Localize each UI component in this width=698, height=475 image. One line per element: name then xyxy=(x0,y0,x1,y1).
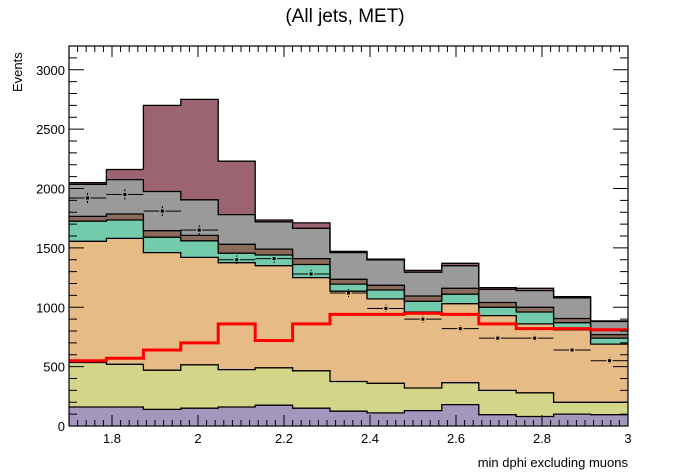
data-point xyxy=(235,258,239,262)
y-tick-label: 2500 xyxy=(36,122,65,137)
stack-outline-1 xyxy=(69,361,628,403)
data-point xyxy=(197,228,201,232)
data-point xyxy=(421,317,425,321)
signal-line xyxy=(69,311,628,363)
data-point xyxy=(384,306,388,310)
data-point xyxy=(458,327,462,331)
data-point xyxy=(309,272,313,276)
data-point xyxy=(496,336,500,340)
x-axis-label: min dphi excluding muons xyxy=(478,455,629,470)
y-tick-label: 0 xyxy=(58,419,65,434)
stack-outline-6 xyxy=(69,98,628,322)
data-point xyxy=(160,209,164,213)
y-tick-label: 2000 xyxy=(36,182,65,197)
y-tick-label: 1500 xyxy=(36,241,65,256)
y-axis-label: Events xyxy=(10,52,25,92)
plot-area: 0 500 1000 1500 2000 2500 3000 1.8 2 2.2 2.4 2.6 2.8… xyxy=(36,45,632,446)
stack-outline-5 xyxy=(69,178,628,323)
x-tick-label: 2.4 xyxy=(361,431,379,446)
x-tick-label: 3 xyxy=(624,431,631,446)
y-tick-label: 500 xyxy=(43,360,65,375)
data-point xyxy=(570,348,574,352)
data-point xyxy=(533,336,537,340)
data-point xyxy=(608,359,612,363)
data-point xyxy=(347,291,350,295)
x-tick-label: 2.8 xyxy=(533,431,551,446)
x-tick-label: 2.2 xyxy=(275,431,293,446)
data-point xyxy=(123,192,127,196)
data-point xyxy=(272,257,276,261)
data-point xyxy=(85,196,89,200)
stack-outline-3 xyxy=(69,219,628,339)
y-tick-label: 1000 xyxy=(36,300,65,315)
stack-area-0 xyxy=(69,404,628,426)
stack-outline-2 xyxy=(69,237,628,345)
x-tick-label: 2 xyxy=(194,431,201,446)
chart-title: (All jets, MET) xyxy=(285,6,404,27)
x-tick-label: 1.8 xyxy=(103,431,121,446)
x-tick-label: 2.6 xyxy=(447,431,465,446)
y-tick-label: 3000 xyxy=(36,63,65,78)
stack-outline-4 xyxy=(69,213,628,336)
stack-outline-0 xyxy=(69,403,628,418)
